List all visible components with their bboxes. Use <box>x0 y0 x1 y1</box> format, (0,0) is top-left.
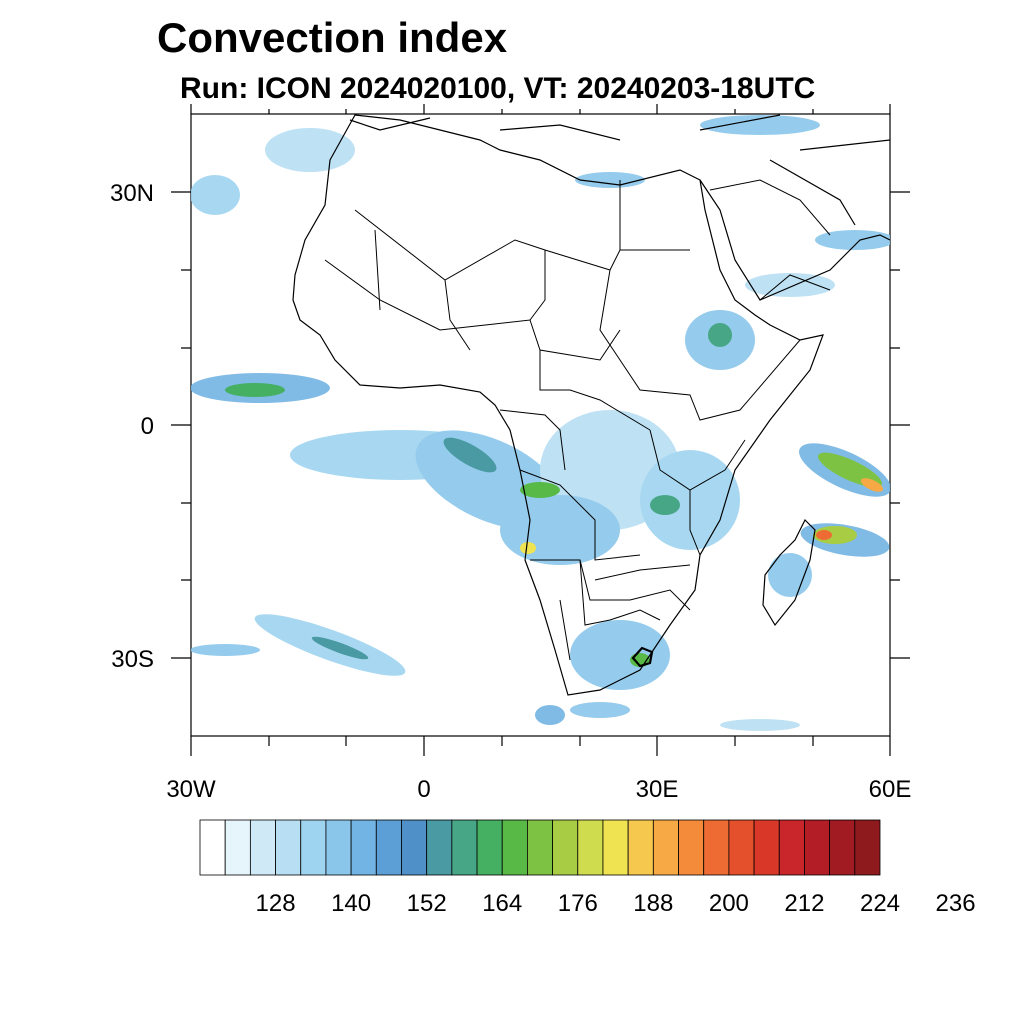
colorbar-swatch <box>300 819 327 876</box>
colorbar: 128 140 152 164 176 188 200 212 224 236 <box>199 819 976 917</box>
colorbar-swatch <box>753 819 780 876</box>
colorbar-swatch <box>325 819 352 876</box>
core-mad-ne-hot <box>816 530 832 540</box>
shade-south-atlantic-w <box>191 644 260 656</box>
colorbar-label: 200 <box>709 890 749 917</box>
core-congo <box>443 437 497 473</box>
shade-gulf <box>815 230 890 250</box>
y-ticks-left <box>171 191 191 659</box>
border-south <box>530 559 691 661</box>
coastlines <box>292 114 890 696</box>
x-tick-label: 0 <box>417 776 430 803</box>
colorbar-swatch <box>401 819 428 876</box>
axis-ticks <box>171 104 910 756</box>
colorbar-swatch <box>829 819 856 876</box>
colorbar-swatch <box>627 819 654 876</box>
colorbar-swatch <box>224 819 251 876</box>
y-ticks-right <box>890 191 910 659</box>
shade-mediterranean <box>265 128 355 172</box>
shade-red-sea <box>745 273 835 297</box>
shade-south-africa <box>570 620 670 690</box>
colorbar-label: 128 <box>256 890 296 917</box>
colorbar-swatch <box>451 819 478 876</box>
colorbar-swatch <box>804 819 831 876</box>
colorbar-swatch <box>426 819 453 876</box>
tick-labels: 30N 0 30S 30W 0 30E 60E <box>110 180 911 803</box>
x-tick-label: 60E <box>869 776 912 803</box>
colorbar-swatch <box>602 819 629 876</box>
colorbar-label: 212 <box>784 890 824 917</box>
colorbar-label: 188 <box>633 890 673 917</box>
core-atlantic <box>225 383 285 397</box>
madagascar-coastline <box>762 518 816 627</box>
shade-black-sea <box>700 115 820 135</box>
colorbar-label: 224 <box>860 890 900 917</box>
shade-nile <box>575 172 645 188</box>
country-borders <box>324 179 831 668</box>
colorbar-swatch <box>703 819 730 876</box>
core-mad-east-hot <box>860 478 884 492</box>
colorbar-swatch <box>476 819 503 876</box>
colorbar-swatch <box>652 819 679 876</box>
colorbar-swatch <box>728 819 755 876</box>
lesotho <box>631 646 654 668</box>
border-central <box>499 350 651 561</box>
border-arabia <box>709 179 831 301</box>
y-tick-label: 30N <box>110 180 154 207</box>
colorbar-swatch <box>199 819 226 876</box>
core-angola-coast <box>520 542 536 554</box>
arabia-coastline <box>699 159 890 301</box>
x-ticks-bottom <box>190 736 891 756</box>
x-ticks-top <box>190 104 891 114</box>
colorbar-swatch <box>249 819 276 876</box>
chart-subtitle: Run: ICON 2024020100, VT: 20240203-18UTC <box>180 72 816 105</box>
y-tick-label: 0 <box>141 413 154 440</box>
shade-se-ocean <box>720 719 800 731</box>
colorbar-swatch <box>527 819 553 876</box>
colorbar-label: 140 <box>331 890 371 917</box>
colorbar-label: 164 <box>482 890 522 917</box>
border-east <box>599 249 801 421</box>
x-tick-label: 30E <box>636 776 679 803</box>
colorbar-swatch <box>275 819 302 876</box>
shade-madagascar <box>768 553 812 597</box>
colorbar-label: 236 <box>936 890 976 917</box>
core-angola <box>520 482 560 498</box>
colorbar-label: 176 <box>558 890 598 917</box>
colorbar-swatch <box>577 819 604 876</box>
colorbar-swatch <box>552 819 579 876</box>
chart-title: Convection index <box>157 14 508 61</box>
colorbar-swatch <box>501 819 528 876</box>
colorbar-swatch <box>678 819 705 876</box>
shade-angola <box>500 495 620 565</box>
africa-coastline <box>292 114 824 696</box>
shade-south <box>535 705 565 725</box>
convection-cores <box>225 323 884 667</box>
colorbar-swatch <box>778 819 805 876</box>
colorbar-swatch <box>350 819 377 876</box>
core-south-atlantic <box>311 636 369 660</box>
border-sahel <box>374 229 546 351</box>
colorbar-label: 152 <box>407 890 447 917</box>
shade-cape <box>570 702 630 718</box>
colorbar-swatch <box>854 819 881 876</box>
europe-coastline <box>349 114 890 151</box>
core-ethiopia <box>708 323 732 347</box>
x-tick-label: 30W <box>166 776 216 803</box>
border-great-lakes <box>649 429 746 556</box>
shade-canaries <box>191 175 240 215</box>
core-tanzania <box>650 495 680 515</box>
y-tick-label: 30S <box>111 646 154 673</box>
colorbar-swatch <box>375 819 402 876</box>
